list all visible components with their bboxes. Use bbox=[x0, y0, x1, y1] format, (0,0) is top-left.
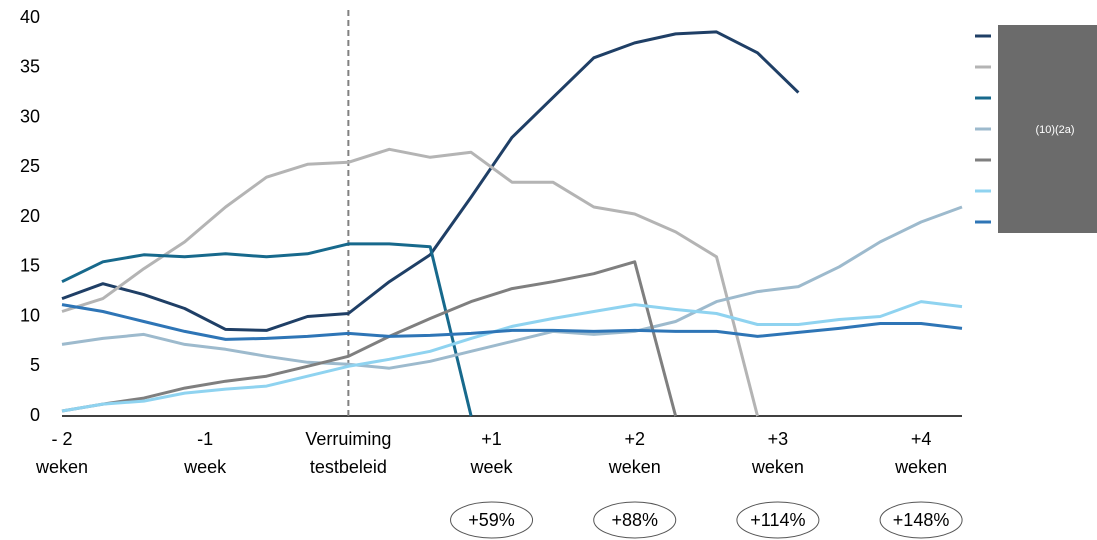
x-tick-label: - 2 weken bbox=[35, 429, 89, 477]
y-tick-label: 40 bbox=[20, 7, 40, 27]
x-tick-label: +1 week bbox=[470, 429, 513, 477]
y-tick-label: 35 bbox=[20, 57, 40, 77]
y-tick-label: 20 bbox=[20, 206, 40, 226]
x-tick-label: +3 weken bbox=[751, 429, 804, 477]
series-line bbox=[61, 303, 963, 341]
x-tick-label: -1 week bbox=[184, 429, 227, 477]
annotation: +148% bbox=[893, 510, 950, 530]
x-tick-label: +4 weken bbox=[895, 429, 948, 477]
y-tick-label: 0 bbox=[30, 405, 40, 425]
y-tick-label: 30 bbox=[20, 106, 40, 126]
annotation: +88% bbox=[611, 510, 658, 530]
series-line bbox=[61, 147, 759, 417]
y-tick-label: 15 bbox=[20, 256, 40, 276]
annotation-ellipse bbox=[450, 501, 534, 539]
x-tick-label: Verruiming testbeleid bbox=[305, 429, 392, 477]
y-tick-label: 10 bbox=[20, 305, 40, 325]
legend-text: (10)(2a) bbox=[1035, 124, 1074, 136]
annotation-ellipse bbox=[879, 501, 963, 539]
annotation: +59% bbox=[468, 510, 515, 530]
series-line bbox=[61, 30, 800, 332]
annotation-ellipse bbox=[736, 501, 820, 539]
annotation: +114% bbox=[750, 510, 805, 530]
series-line bbox=[61, 300, 963, 413]
legend-box bbox=[998, 25, 1097, 233]
series-line bbox=[61, 205, 963, 370]
y-tick-label: 5 bbox=[30, 355, 40, 375]
y-tick-label: 25 bbox=[20, 156, 40, 176]
x-tick-label: +2 weken bbox=[608, 429, 661, 477]
series-line bbox=[61, 260, 678, 417]
annotation-ellipse bbox=[593, 501, 677, 539]
series-line bbox=[61, 242, 473, 417]
